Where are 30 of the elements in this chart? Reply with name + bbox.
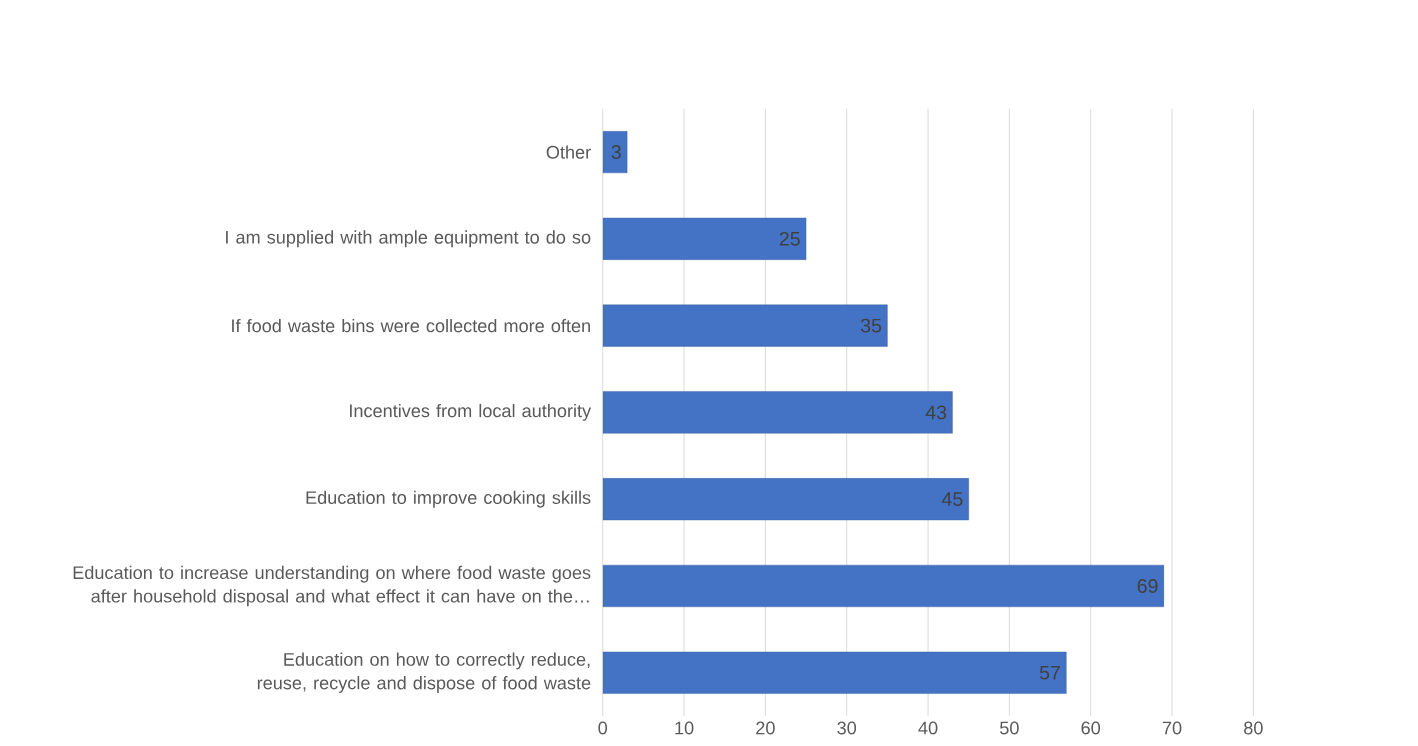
x-tick-label: 30 bbox=[837, 721, 857, 735]
data-label: 35 bbox=[860, 318, 882, 333]
bar bbox=[602, 391, 953, 434]
y-tick-label: Incentives from local authority bbox=[350, 404, 592, 422]
x-tick-label: 60 bbox=[1081, 721, 1101, 735]
y-tick-label: Education to increase understanding on where food waste goes after household disposal and what effect it can have on the… bbox=[73, 565, 591, 607]
bar bbox=[602, 565, 1165, 608]
y-tick-label: If food waste bins were collected more often bbox=[232, 319, 590, 333]
y-tick-label: I am supplied with ample equipment to do so bbox=[226, 230, 591, 248]
y-tick-label: Education on how to correctly reduce, reuse, recycle and dispose of food waste bbox=[257, 652, 591, 694]
y-tick-label: Education to improve cooking skills bbox=[306, 490, 591, 508]
x-tick-label: 80 bbox=[1244, 721, 1263, 735]
data-label: 57 bbox=[1039, 666, 1060, 680]
x-tick-label: 40 bbox=[918, 721, 938, 735]
data-label: 25 bbox=[779, 232, 800, 246]
bar bbox=[602, 651, 1067, 694]
data-label: 3 bbox=[611, 145, 621, 160]
y-tick-label: Other bbox=[546, 145, 591, 159]
x-tick-label: 20 bbox=[756, 721, 775, 735]
x-tick-label: 0 bbox=[598, 721, 608, 735]
bar bbox=[602, 478, 969, 521]
bar bbox=[602, 304, 888, 347]
data-label: 45 bbox=[941, 492, 963, 507]
bar bbox=[602, 217, 807, 261]
data-label: 69 bbox=[1137, 579, 1158, 594]
bar bbox=[602, 131, 628, 174]
x-tick-label: 70 bbox=[1162, 721, 1182, 735]
x-tick-label: 10 bbox=[675, 721, 694, 735]
x-tick-label: 50 bbox=[1000, 721, 1019, 735]
data-label: 43 bbox=[925, 405, 947, 420]
